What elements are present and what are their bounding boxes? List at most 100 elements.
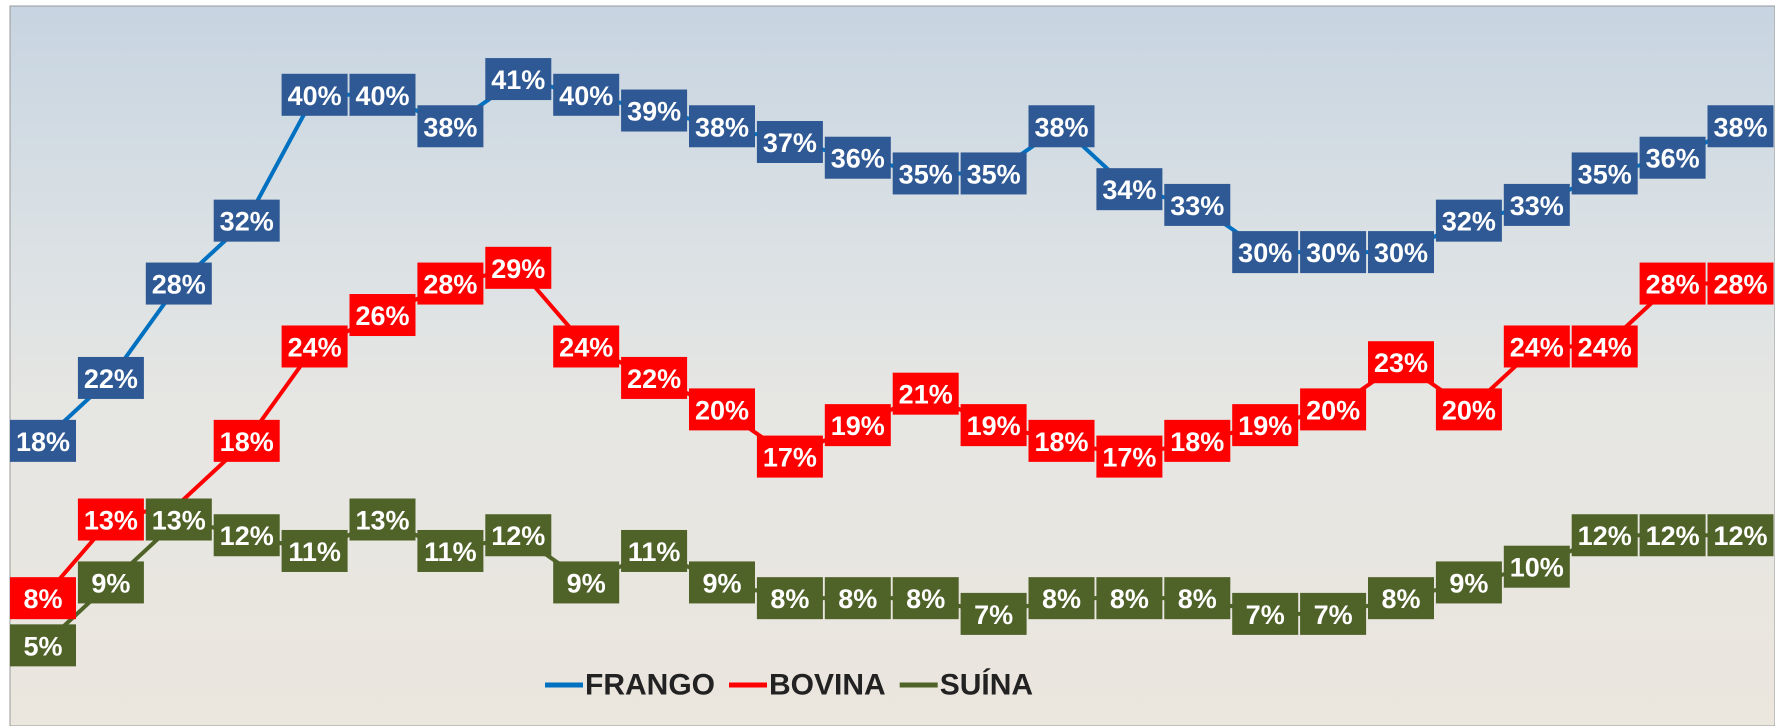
- data-label: 40%: [349, 73, 416, 116]
- data-label: 8%: [10, 577, 76, 620]
- label-text: 38%: [695, 112, 749, 142]
- label-text: 8%: [1042, 584, 1081, 614]
- label-box: [1368, 231, 1434, 274]
- label-box: [960, 152, 1027, 195]
- label-text: 12%: [220, 521, 274, 551]
- label-box: [621, 529, 688, 572]
- label-box: [1707, 105, 1774, 148]
- label-text: 12%: [1578, 521, 1632, 551]
- data-label: 33%: [1164, 183, 1231, 226]
- label-text: 8%: [1110, 584, 1149, 614]
- label-text: 28%: [423, 270, 477, 300]
- data-label: 40%: [553, 73, 620, 116]
- label-box: [213, 199, 280, 242]
- data-label: 38%: [689, 105, 755, 148]
- label-box: [756, 577, 823, 620]
- label-box: [689, 105, 755, 148]
- data-label: 28%: [1707, 262, 1774, 305]
- label-box: [349, 294, 416, 337]
- label-box: [77, 498, 144, 541]
- label-box: [1164, 419, 1231, 462]
- data-label: 12%: [213, 514, 280, 557]
- label-text: 21%: [899, 380, 953, 410]
- data-label: 18%: [213, 419, 280, 462]
- label-box: [892, 372, 959, 415]
- data-label: 20%: [689, 388, 755, 431]
- label-box: [960, 404, 1027, 447]
- label-text: 30%: [1306, 238, 1360, 268]
- label-text: 10%: [1510, 553, 1564, 583]
- label-text: 34%: [1102, 175, 1156, 205]
- data-label: 22%: [621, 356, 688, 399]
- label-box: [553, 325, 620, 368]
- data-label: 7%: [1300, 592, 1367, 635]
- label-text: 28%: [1713, 270, 1767, 300]
- label-text: 5%: [23, 631, 62, 661]
- label-box: [1164, 577, 1231, 620]
- label-text: 41%: [491, 65, 545, 95]
- data-label: 28%: [145, 262, 212, 305]
- legend-label: FRANGO: [585, 669, 715, 702]
- label-box: [1300, 388, 1367, 431]
- label-box: [1300, 592, 1367, 635]
- label-box: [689, 388, 755, 431]
- label-box: [621, 89, 688, 132]
- data-label: 8%: [1164, 577, 1231, 620]
- label-box: [1571, 325, 1638, 368]
- data-label: 20%: [1435, 388, 1502, 431]
- label-text: 8%: [838, 584, 877, 614]
- data-label: 35%: [960, 152, 1027, 195]
- data-label: 35%: [1571, 152, 1638, 195]
- data-label: 8%: [892, 577, 959, 620]
- label-box: [1096, 168, 1163, 211]
- label-box: [1503, 325, 1570, 368]
- label-box: [892, 577, 959, 620]
- label-box: [417, 529, 484, 572]
- label-box: [213, 419, 280, 462]
- label-box: [1028, 105, 1095, 148]
- data-label: 10%: [1503, 545, 1570, 588]
- data-label: 18%: [10, 419, 76, 462]
- label-text: 36%: [1646, 144, 1700, 174]
- label-text: 40%: [559, 81, 613, 111]
- label-text: 36%: [831, 144, 885, 174]
- data-label: 9%: [77, 561, 144, 604]
- data-label: 19%: [1232, 404, 1299, 447]
- label-box: [10, 624, 76, 667]
- label-text: 12%: [1713, 521, 1767, 551]
- label-box: [1503, 545, 1570, 588]
- data-label: 28%: [417, 262, 484, 305]
- label-text: 8%: [1178, 584, 1217, 614]
- label-text: 24%: [559, 332, 613, 362]
- label-text: 37%: [763, 128, 817, 158]
- label-text: 7%: [974, 600, 1013, 630]
- data-label: 30%: [1300, 231, 1367, 274]
- label-box: [1232, 592, 1299, 635]
- label-text: 8%: [770, 584, 809, 614]
- label-box: [1435, 561, 1502, 604]
- data-label: 11%: [281, 529, 348, 572]
- label-text: 8%: [1381, 584, 1420, 614]
- data-label: 12%: [485, 514, 552, 557]
- data-label: 39%: [621, 89, 688, 132]
- data-label: 41%: [485, 58, 552, 101]
- label-box: [621, 356, 688, 399]
- label-box: [1639, 136, 1706, 179]
- label-box: [553, 561, 620, 604]
- label-text: 38%: [1713, 112, 1767, 142]
- label-text: 17%: [1102, 443, 1156, 473]
- label-text: 13%: [152, 506, 206, 536]
- label-text: 13%: [84, 506, 138, 536]
- legend-label: BOVINA: [769, 669, 886, 702]
- label-box: [77, 561, 144, 604]
- label-text: 33%: [1510, 191, 1564, 221]
- label-box: [756, 120, 823, 163]
- label-text: 40%: [288, 81, 342, 111]
- data-label: 8%: [756, 577, 823, 620]
- label-box: [756, 435, 823, 478]
- data-label: 13%: [145, 498, 212, 541]
- data-label: 12%: [1639, 514, 1706, 557]
- label-text: 18%: [1034, 427, 1088, 457]
- label-text: 9%: [702, 568, 741, 598]
